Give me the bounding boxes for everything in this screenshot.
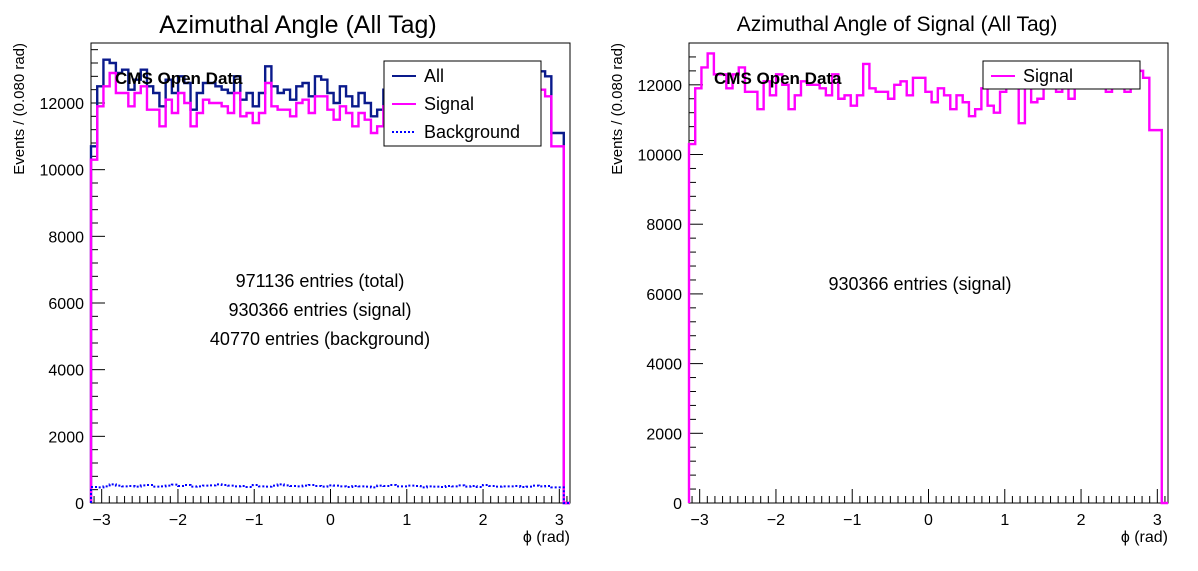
- chart-panel-1: Azimuthal Angle (All Tag) 0 2000 4000 6000 80…: [11, 11, 571, 546]
- x-axis-label: ϕ (rad): [523, 529, 570, 546]
- x-tick-label: 2: [1077, 512, 1086, 529]
- x-tick-label: 1: [1000, 512, 1009, 529]
- plot-frame: [688, 42, 1169, 504]
- y-tick-label: 0: [75, 496, 84, 513]
- y-tick-label: 0: [673, 496, 682, 513]
- x-tick-label: 3: [555, 512, 564, 529]
- x-tick-label: −2: [169, 512, 187, 529]
- entries-annotation: 930366 entries (signal): [228, 300, 411, 320]
- y-tick-label: 8000: [48, 229, 84, 246]
- entries-annotation: 40770 entries (background): [210, 329, 430, 349]
- x-tick-label: −2: [767, 512, 785, 529]
- entries-annotation: 971136 entries (total): [236, 271, 405, 291]
- x-tick-label: 2: [479, 512, 488, 529]
- chart-panel-2: Azimuthal Angle of Signal (All Tag) 0 2000…: [609, 13, 1169, 546]
- watermark-label: CMS Open Data: [115, 69, 243, 88]
- x-tick-label: 1: [402, 512, 411, 529]
- chart-title: Azimuthal Angle of Signal (All Tag): [737, 13, 1058, 36]
- y-tick-label: 6000: [646, 287, 682, 304]
- legend-label-background: Background: [424, 122, 520, 142]
- y-tick-label: 12000: [638, 78, 683, 95]
- x-tick-label: −1: [245, 512, 263, 529]
- y-axis-label: Events / (0.080 rad): [11, 43, 28, 175]
- x-tick-label: 0: [924, 512, 933, 529]
- series-background-line: [90, 483, 570, 504]
- x-axis-label: ϕ (rad): [1121, 529, 1168, 546]
- x-tick-label: −3: [691, 512, 709, 529]
- legend-label-all: All: [424, 66, 444, 86]
- x-tick-label: −1: [843, 512, 861, 529]
- y-tick-label: 10000: [40, 163, 85, 180]
- y-tick-label: 8000: [646, 217, 682, 234]
- y-tick-label: 12000: [40, 96, 85, 113]
- x-tick-label: −3: [93, 512, 111, 529]
- watermark-label: CMS Open Data: [714, 69, 842, 88]
- x-tick-label: 0: [326, 512, 335, 529]
- entries-annotation: 930366 entries (signal): [828, 274, 1011, 294]
- y-tick-label: 4000: [646, 357, 682, 374]
- y-axis-label: Events / (0.080 rad): [609, 43, 626, 175]
- y-tick-label: 2000: [48, 429, 84, 446]
- chart-title: Azimuthal Angle (All Tag): [159, 11, 436, 39]
- y-tick-label: 6000: [48, 296, 84, 313]
- x-tick-label: 3: [1153, 512, 1162, 529]
- legend-label-signal: Signal: [1023, 66, 1073, 86]
- y-tick-label: 10000: [638, 148, 683, 165]
- y-tick-label: 4000: [48, 363, 84, 380]
- legend-label-signal: Signal: [424, 94, 474, 114]
- y-tick-label: 2000: [646, 426, 682, 443]
